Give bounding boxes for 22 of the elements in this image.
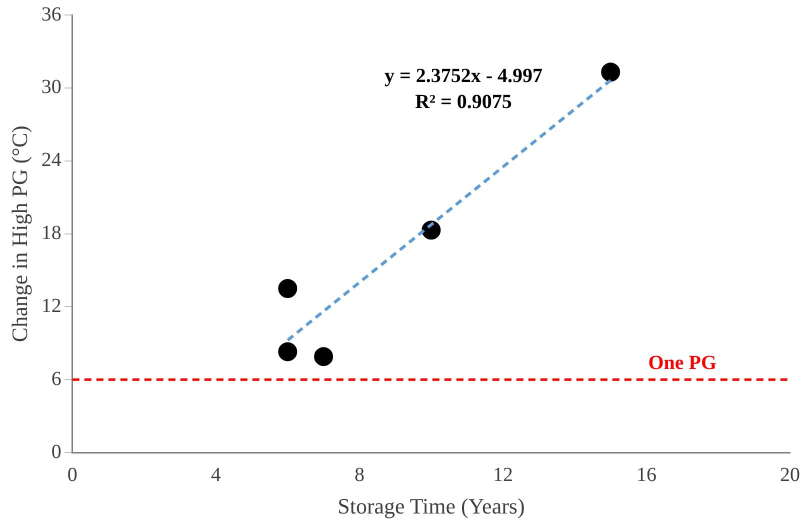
point — [278, 342, 298, 362]
annotation: R² = 0.9075 — [415, 91, 512, 114]
x-tick-label: 0 — [67, 464, 78, 486]
y-tick-label: 0 — [51, 440, 62, 463]
x-tick-label: 20 — [780, 464, 800, 486]
point — [601, 62, 620, 82]
x-tick-label: 8 — [354, 464, 364, 486]
x-tick-label: 4 — [210, 464, 221, 486]
point — [278, 279, 298, 298]
y-tick-label: 36 — [41, 3, 62, 26]
ref-line-label: One PG — [648, 352, 717, 374]
point — [314, 347, 334, 366]
y-tick-label: 6 — [51, 368, 62, 390]
y-tick-label: 12 — [41, 294, 62, 317]
y-tick-label: 24 — [41, 149, 62, 172]
x-axis-title: Storage Time (Years) — [338, 494, 525, 519]
x-tick-label: 12 — [492, 464, 513, 486]
annotation: y = 2.3752x - 4.997 — [384, 65, 543, 88]
y-axis-title: Change in High PG (°C) — [6, 126, 32, 342]
y-tick-label: 18 — [41, 222, 62, 244]
x-tick-label: 16 — [636, 464, 656, 486]
y-tick-label: 30 — [41, 76, 62, 98]
